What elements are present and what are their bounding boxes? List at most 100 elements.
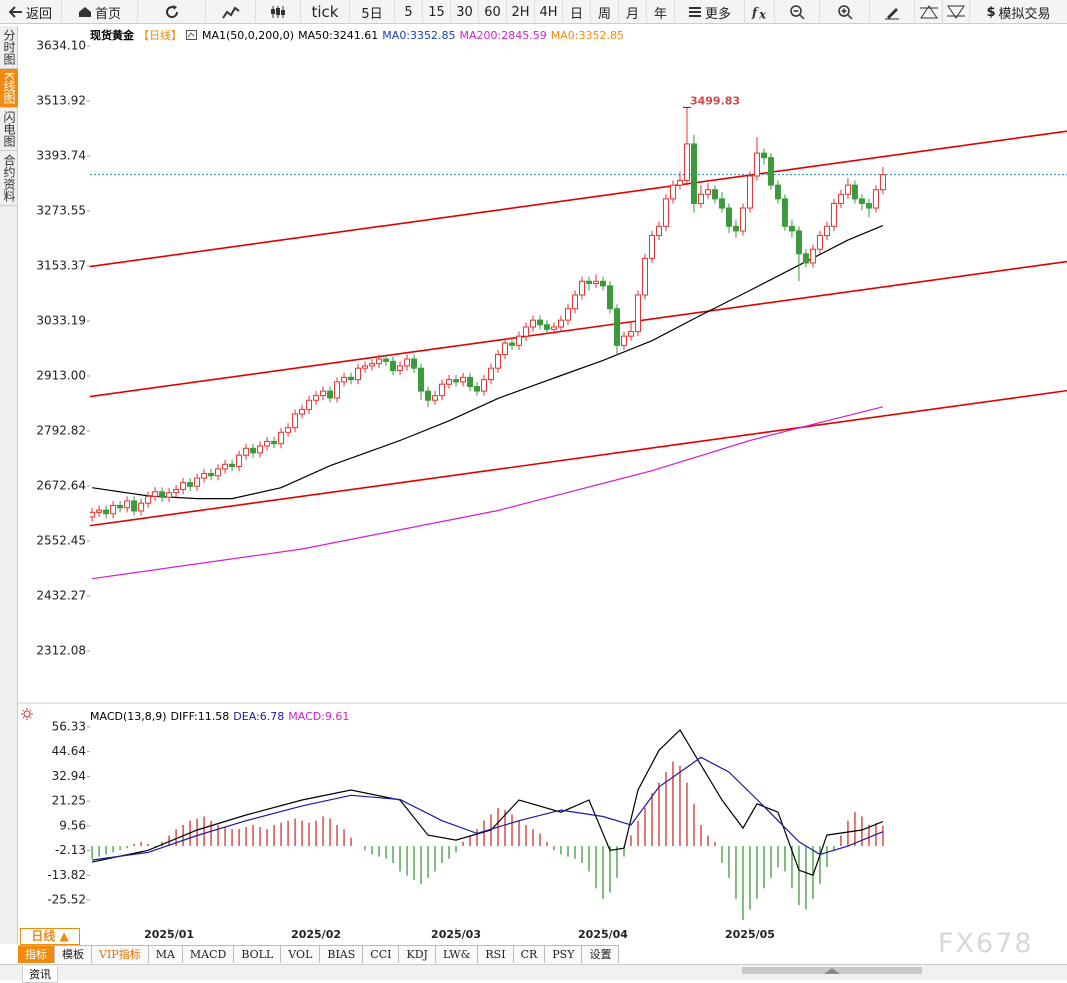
period-button[interactable]: 5日 <box>350 0 395 24</box>
period-button[interactable]: 4H <box>535 0 563 24</box>
bottom-tab[interactable]: RSI <box>478 945 514 963</box>
bottom-tab[interactable]: CR <box>513 945 546 963</box>
bottom-tab[interactable]: BIAS <box>320 945 364 963</box>
back-button[interactable]: 返回 <box>0 0 62 24</box>
draw-button[interactable] <box>870 0 915 24</box>
y-tick-label: 3153.37 <box>36 258 86 272</box>
period-button[interactable]: 30 <box>451 0 479 24</box>
chart-button[interactable] <box>206 0 256 24</box>
candle-body <box>397 365 404 371</box>
legend-value: 3352.85 <box>410 28 456 42</box>
period-button[interactable]: 周 <box>591 0 619 24</box>
bottom-tab[interactable]: VIP指标 <box>92 945 149 963</box>
shape-button[interactable] <box>915 0 943 24</box>
trend-line <box>90 260 1067 398</box>
bottom-tab[interactable]: KDJ <box>399 945 436 963</box>
candle-body <box>837 193 844 204</box>
candle-body <box>166 492 173 498</box>
bottom-tab[interactable]: CCI <box>363 945 400 963</box>
period-button[interactable]: 月 <box>619 0 647 24</box>
refresh-button[interactable] <box>138 0 206 24</box>
x-tick-label: 2025/05 <box>725 928 775 941</box>
candle-body <box>355 367 362 381</box>
bottom-tab[interactable]: VOL <box>281 945 321 963</box>
y-tick-label: 3513.92 <box>36 93 86 107</box>
candle-body <box>306 399 313 410</box>
price-legend: 现货黄金 【日线】 MA1(50,0,200,0) MA50:3241.61 MA… <box>90 27 624 43</box>
candle-body <box>236 454 243 468</box>
candle-body <box>753 152 760 177</box>
candle-body <box>117 504 124 509</box>
trend-line <box>90 389 1067 527</box>
candle-body <box>110 504 117 515</box>
candle-body <box>145 495 152 504</box>
more-button[interactable]: 更多 <box>675 0 745 24</box>
candle-body <box>341 376 348 383</box>
bottom-tab[interactable]: MA <box>148 945 183 963</box>
period-button[interactable]: 日 <box>563 0 591 24</box>
candle-body <box>138 502 145 512</box>
footer-tab[interactable]: 资讯 <box>22 966 58 983</box>
candle-body <box>746 175 753 209</box>
side-tab[interactable]: 分时图 <box>0 26 18 69</box>
macd-icon <box>21 708 33 720</box>
legend-label: MA50: <box>298 28 333 42</box>
label: 5日 <box>361 6 383 22</box>
candle-body <box>732 225 739 232</box>
bottom-tab[interactable]: 设置 <box>582 945 620 963</box>
candle-body <box>788 225 795 232</box>
candle-body <box>599 280 606 287</box>
x-tick-label: 2025/03 <box>431 928 481 941</box>
period-button[interactable]: 年 <box>647 0 675 24</box>
candle-button[interactable] <box>256 0 301 24</box>
zoom-out-button[interactable] <box>775 0 820 24</box>
chart: 3634.10 3513.92 3393.74 3273.55 3153.37 3033.… <box>18 38 1067 941</box>
period-selector[interactable]: 日线 ▲ <box>20 928 80 945</box>
x-tick-label: 2025/01 <box>144 928 194 941</box>
svg-text:f: f <box>751 6 759 20</box>
period-button[interactable]: 15 <box>423 0 451 24</box>
indicator: MA1(50,0,200,0) <box>202 28 295 42</box>
tick-button[interactable]: tick <box>301 0 350 24</box>
scroll-arrow <box>824 968 840 974</box>
bottom-tab[interactable]: BOLL <box>234 945 282 963</box>
candle-body <box>565 308 572 321</box>
side-tab[interactable]: 合约资料 <box>0 151 18 206</box>
candle-body <box>257 445 264 454</box>
period-button[interactable]: 2H <box>507 0 535 24</box>
candle-body <box>858 198 865 204</box>
side-tab[interactable]: 闪电图 <box>0 108 18 151</box>
candle-body <box>697 193 704 204</box>
period-button[interactable]: 60 <box>479 0 507 24</box>
bottom-tab[interactable]: 模板 <box>55 945 92 963</box>
y-tick-label: 9.56 <box>59 818 86 832</box>
side-tab[interactable]: K线图 <box>0 69 18 108</box>
bottom-tab[interactable]: PSY <box>545 945 583 963</box>
candle-body <box>439 383 446 397</box>
y-tick-label: 2913.00 <box>36 368 86 382</box>
trade-button[interactable]: $ 模拟交易 <box>986 4 1051 22</box>
candle-body <box>131 500 138 512</box>
label: 15 <box>428 4 445 20</box>
x-tick-label: 2025/02 <box>291 928 341 941</box>
period-button[interactable]: 5 <box>395 0 423 24</box>
y-tick-label: -2.13 <box>55 843 86 857</box>
candle-body <box>676 180 683 186</box>
candle-body <box>334 381 341 399</box>
bottom-tab[interactable]: LW& <box>435 945 479 963</box>
candle-body <box>390 360 397 371</box>
legend-value: 9.61 <box>324 710 350 723</box>
y-tick-label: 3393.74 <box>36 148 86 162</box>
candle-body <box>460 376 467 383</box>
candle-body <box>634 294 641 333</box>
home-button[interactable]: 首页 <box>62 0 138 24</box>
bottom-tab[interactable]: 指标 <box>18 945 55 963</box>
x-tick-label: 2025/04 <box>578 928 628 941</box>
bottom-tab[interactable]: MACD <box>182 945 235 963</box>
shape-button[interactable] <box>943 0 970 24</box>
zoom-in-button[interactable] <box>820 0 870 24</box>
candle-body <box>285 427 292 433</box>
candle-body <box>495 353 502 369</box>
